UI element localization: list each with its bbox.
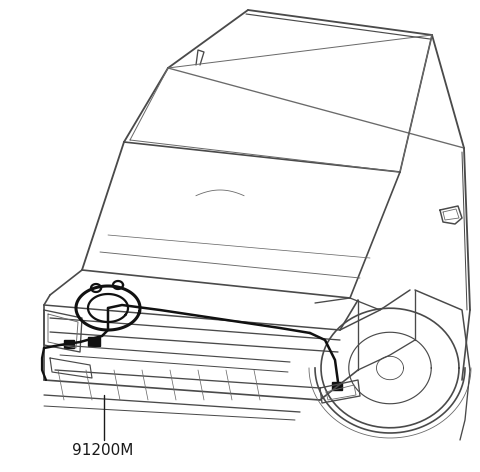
Bar (332, 382, 342, 390)
Bar (64, 340, 74, 348)
Bar (88, 337, 100, 346)
Text: 91200M: 91200M (72, 443, 133, 458)
